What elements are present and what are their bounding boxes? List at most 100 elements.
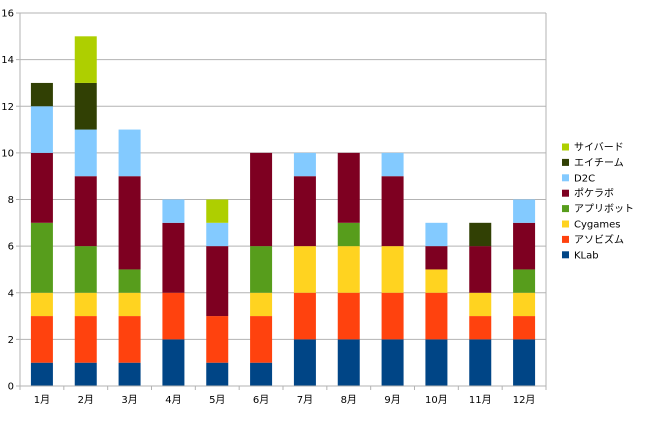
legend-label: ポケラボ <box>574 188 614 200</box>
y-tick-label: 16 <box>1 9 14 20</box>
legend-swatch <box>562 174 569 182</box>
bar-segment <box>381 176 404 247</box>
legend-swatch <box>562 251 569 259</box>
legend-swatch <box>562 220 569 228</box>
legend-swatch <box>562 143 569 151</box>
legend-label: サイバード <box>574 142 624 154</box>
bar-segment <box>74 176 97 247</box>
bar-segment <box>293 339 316 386</box>
bar-segment <box>250 362 273 386</box>
bar-segment <box>425 269 448 293</box>
legend-swatch <box>562 205 569 213</box>
bar-segment <box>118 129 141 177</box>
legend-item: エイチーム <box>562 157 624 169</box>
legend-swatch <box>562 189 569 197</box>
bar-segment <box>250 292 273 317</box>
bar-segment <box>469 316 492 340</box>
bar-segment <box>30 316 53 363</box>
bar-segment <box>206 246 229 317</box>
bar-segment <box>293 152 316 177</box>
x-tick-label: 10月 <box>425 394 448 406</box>
legend-item: D2C <box>562 173 595 184</box>
bar-segment <box>293 246 316 293</box>
bar-segment <box>30 292 53 317</box>
bar-segment <box>337 246 360 293</box>
bar-segment <box>425 222 448 247</box>
y-tick-label: 2 <box>8 335 14 346</box>
x-tick-label: 8月 <box>341 394 357 406</box>
x-tick-label: 6月 <box>253 394 269 406</box>
y-tick-label: 4 <box>8 288 14 299</box>
bar-segment <box>74 82 97 130</box>
bar-segment <box>469 292 492 317</box>
bar-segment <box>206 222 229 247</box>
bar-segment <box>381 152 404 177</box>
bar-segment <box>293 176 316 247</box>
bar-segment <box>469 246 492 293</box>
bar-segment <box>469 339 492 386</box>
legend-label: KLab <box>574 250 599 261</box>
bar-segment <box>74 362 97 386</box>
bar-segment <box>118 292 141 317</box>
x-axis-ticks: 1月 2月 3月 4月 5月 6月 7月 8月 9月 10月 11月 12月 <box>19 386 547 406</box>
bar-segment <box>74 129 97 177</box>
bar-segment <box>30 106 53 153</box>
bar-segment <box>513 269 536 293</box>
bar-segment <box>74 316 97 363</box>
legend-label: アプリボット <box>574 203 634 215</box>
bar-segment <box>30 362 53 386</box>
bar-segment <box>425 246 448 270</box>
bar-segment <box>30 152 53 223</box>
bar-segment <box>513 222 536 270</box>
bar-segment <box>118 316 141 363</box>
x-tick-label: 9月 <box>384 394 400 406</box>
bar-segment <box>337 222 360 247</box>
y-tick-label: 10 <box>1 148 14 159</box>
bar-segment <box>206 199 229 223</box>
bar-segment <box>162 292 185 340</box>
bar-segment <box>337 339 360 386</box>
y-tick-label: 8 <box>8 195 14 206</box>
bar-segment <box>74 36 97 83</box>
bar-segment <box>293 292 316 340</box>
y-tick-label: 14 <box>1 55 14 66</box>
legend-swatch <box>562 158 569 166</box>
bar-segment <box>162 199 185 223</box>
legend-label: エイチーム <box>574 157 624 169</box>
legend-item: アプリボット <box>562 203 634 215</box>
bar-segment <box>513 339 536 386</box>
bar-segment <box>381 292 404 340</box>
bar-segment <box>425 292 448 340</box>
bar-segment <box>381 246 404 293</box>
bar-segment <box>162 222 185 293</box>
x-tick-label: 1月 <box>34 394 50 406</box>
bar-segment <box>118 362 141 386</box>
legend-item: アソビズム <box>562 233 624 246</box>
bar-segment <box>206 316 229 363</box>
bar-segment <box>250 316 273 363</box>
bar-segment <box>118 269 141 293</box>
y-tick-label: 0 <box>8 382 14 393</box>
x-tick-label: 2月 <box>78 394 94 406</box>
bar-segment <box>250 246 273 293</box>
bars <box>30 36 536 386</box>
bar-segment <box>513 292 536 317</box>
y-tick-label: 6 <box>8 242 14 253</box>
bar-segment <box>118 176 141 270</box>
bar-segment <box>513 316 536 340</box>
bar-segment <box>337 152 360 223</box>
x-tick-label: 5月 <box>209 394 225 406</box>
legend-item: サイバード <box>562 142 624 154</box>
x-tick-label: 3月 <box>121 394 137 406</box>
bar-segment <box>425 339 448 386</box>
bar-segment <box>162 339 185 386</box>
legend-label: Cygames <box>574 220 620 231</box>
y-axis-ticks: 0 2 4 6 8 10 12 14 16 <box>1 9 20 393</box>
bar-segment <box>250 152 273 247</box>
bar-segment <box>206 362 229 386</box>
bar-segment <box>513 199 536 223</box>
y-tick-label: 12 <box>1 102 14 113</box>
legend-item: ポケラボ <box>562 188 614 200</box>
x-tick-label: 11月 <box>469 394 492 406</box>
